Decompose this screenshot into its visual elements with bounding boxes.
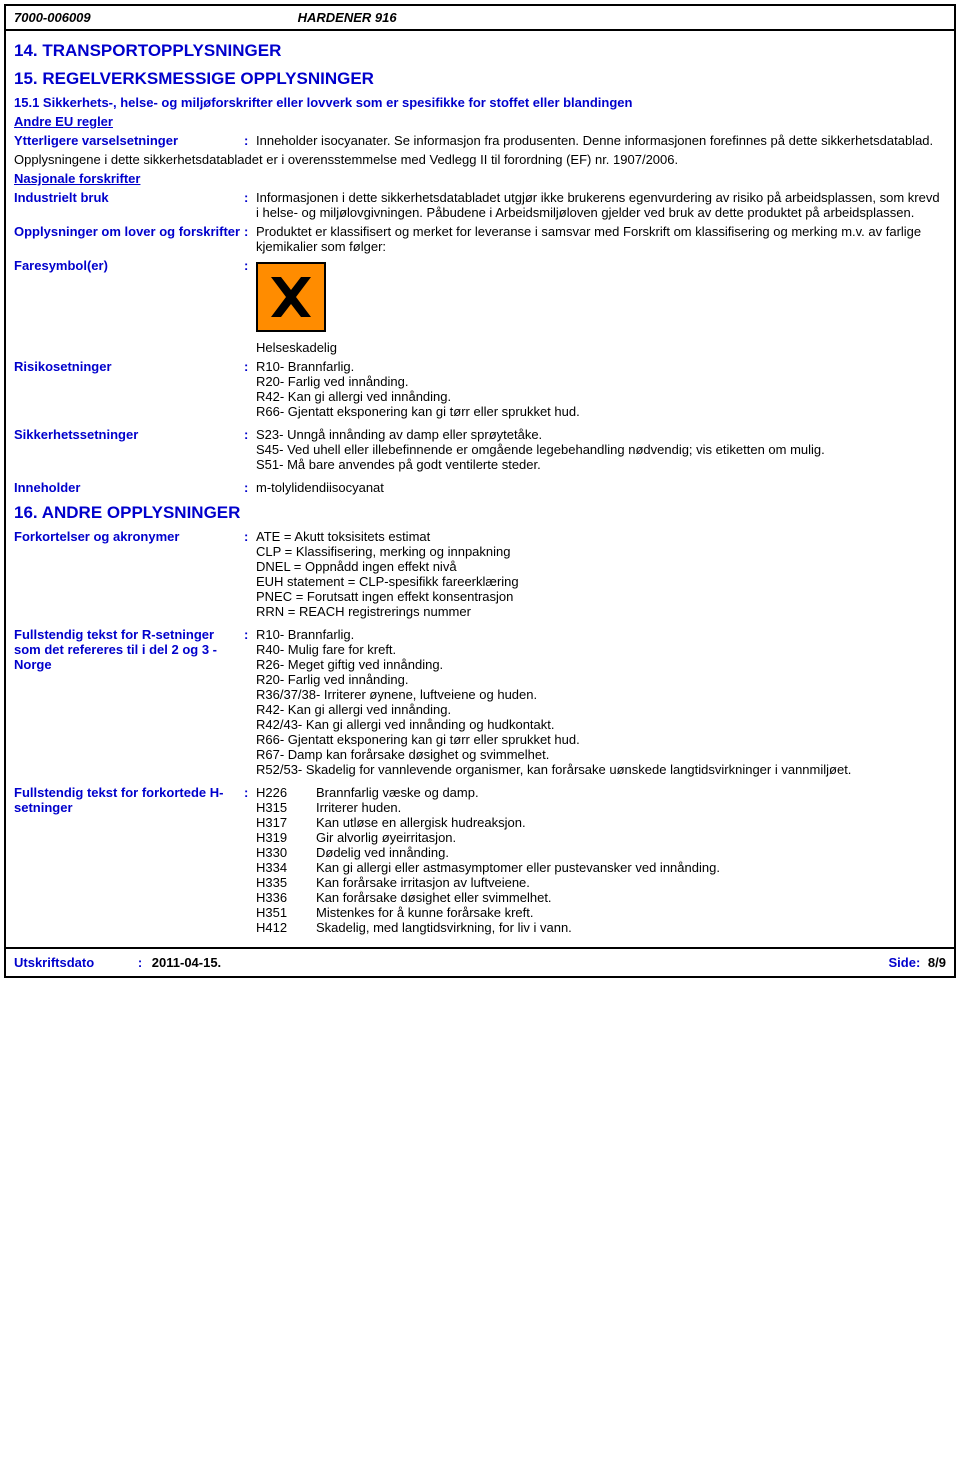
section-15-title: 15. REGELVERKSMESSIGE OPPLYSNINGER [14,69,946,89]
h-statement-row: H330Dødelig ved innånding. [256,845,720,860]
faresymbol-row: Faresymbol(er) : [14,258,946,336]
opplysningene-text: Opplysningene i dette sikkerhetsdatablad… [14,152,946,167]
helseskadelig-row: Helseskadelig [14,340,946,355]
forkortelser-row: Forkortelser og akronymer : ATE = Akutt … [14,529,946,619]
risiko-value: R10- Brannfarlig. R20- Farlig ved innånd… [256,359,946,419]
ytterligere-label: Ytterligere varselsetninger [14,133,244,148]
side-label: Side: [889,955,921,970]
h-statement-row: H319Gir alvorlig øyeirritasjon. [256,830,720,845]
footer-left: Utskriftsdato : 2011-04-15. [14,955,221,970]
h-code: H226 [256,785,316,800]
h-text: Mistenkes for å kunne forårsake kreft. [316,905,720,920]
colon: : [138,955,142,970]
header-bar: 7000-006009 HARDENER 916 [6,6,954,31]
fullstendig-r-row: Fullstendig tekst for R-setninger som de… [14,627,946,777]
ytterligere-row: Ytterligere varselsetninger : Inneholder… [14,133,946,148]
colon: : [244,627,256,642]
h-code: H412 [256,920,316,935]
h-code: H319 [256,830,316,845]
sikkerhet-label: Sikkerhetssetninger [14,427,244,442]
h-text: Skadelig, med langtidsvirkning, for liv … [316,920,720,935]
colon: : [244,224,256,239]
side-value: 8/9 [928,955,946,970]
h-text: Irriterer huden. [316,800,720,815]
fullstendig-r-label: Fullstendig tekst for R-setninger som de… [14,627,244,672]
footer-right: Side: 8/9 [889,955,947,970]
h-statement-row: H336Kan forårsake døsighet eller svimmel… [256,890,720,905]
h-code: H336 [256,890,316,905]
h-code: H317 [256,815,316,830]
ytterligere-value: Inneholder isocyanater. Se informasjon f… [256,133,946,148]
h-code: H334 [256,860,316,875]
forkortelser-label: Forkortelser og akronymer [14,529,244,544]
h-text: Dødelig ved innånding. [316,845,720,860]
h-statement-row: H317Kan utløse en allergisk hudreaksjon. [256,815,720,830]
header-code: 7000-006009 [14,10,294,25]
h-text: Kan gi allergi eller astmasymptomer elle… [316,860,720,875]
footer-bar: Utskriftsdato : 2011-04-15. Side: 8/9 [6,947,954,976]
header-product: HARDENER 916 [298,10,397,25]
page-container: 7000-006009 HARDENER 916 14. TRANSPORTOP… [4,4,956,978]
hazard-x-icon [266,272,316,322]
h-text: Kan forårsake døsighet eller svimmelhet. [316,890,720,905]
colon: : [244,359,256,374]
fullstendig-h-value: H226Brannfarlig væske og damp.H315Irrite… [256,785,946,935]
h-code: H315 [256,800,316,815]
h-code: H330 [256,845,316,860]
sikkerhet-row: Sikkerhetssetninger : S23- Unngå innåndi… [14,427,946,472]
h-statement-row: H412Skadelig, med langtidsvirkning, for … [256,920,720,935]
inneholder-value: m-tolylidendiisocyanat [256,480,946,495]
colon: : [244,480,256,495]
industrielt-label: Industrielt bruk [14,190,244,205]
faresymbol-value [256,258,946,336]
h-code: H335 [256,875,316,890]
opplysninger-value: Produktet er klassifisert og merket for … [256,224,946,254]
h-statement-row: H315Irriterer huden. [256,800,720,815]
industrielt-row: Industrielt bruk : Informasjonen i dette… [14,190,946,220]
h-code: H351 [256,905,316,920]
h-text: Kan forårsake irritasjon av luftveiene. [316,875,720,890]
colon: : [244,258,256,273]
risiko-row: Risikosetninger : R10- Brannfarlig. R20-… [14,359,946,419]
h-text: Kan utløse en allergisk hudreaksjon. [316,815,720,830]
colon: : [244,427,256,442]
section-16-title: 16. ANDRE OPPLYSNINGER [14,503,946,523]
content-area: 14. TRANSPORTOPPLYSNINGER 15. REGELVERKS… [6,31,954,947]
h-text: Brannfarlig væske og damp. [316,785,720,800]
fullstendig-r-value: R10- Brannfarlig. R40- Mulig fare for kr… [256,627,946,777]
section-14-title: 14. TRANSPORTOPPLYSNINGER [14,41,946,61]
hazard-harmful-icon [256,262,326,332]
helseskadelig-text: Helseskadelig [256,340,946,355]
h-statements-table: H226Brannfarlig væske og damp.H315Irrite… [256,785,720,935]
forkortelser-value: ATE = Akutt toksisitets estimat CLP = Kl… [256,529,946,619]
colon: : [244,529,256,544]
faresymbol-label: Faresymbol(er) [14,258,244,273]
opplysninger-label: Opplysninger om lover og forskrifter [14,224,244,239]
h-statement-row: H226Brannfarlig væske og damp. [256,785,720,800]
utskrift-value: 2011-04-15. [152,955,221,970]
colon: : [244,190,256,205]
andre-eu-regler: Andre EU regler [14,114,946,129]
h-text: Gir alvorlig øyeirritasjon. [316,830,720,845]
utskrift-label: Utskriftsdato [14,955,94,970]
nasjonale-forskrifter: Nasjonale forskrifter [14,171,946,186]
section-15-subtitle: 15.1 Sikkerhets-, helse- og miljøforskri… [14,95,946,110]
colon: : [244,133,256,148]
risiko-label: Risikosetninger [14,359,244,374]
h-statement-row: H351Mistenkes for å kunne forårsake kref… [256,905,720,920]
inneholder-row: Inneholder : m-tolylidendiisocyanat [14,480,946,495]
industrielt-value: Informasjonen i dette sikkerhetsdatablad… [256,190,946,220]
sikkerhet-value: S23- Unngå innånding av damp eller sprøy… [256,427,946,472]
fullstendig-h-row: Fullstendig tekst for forkortede H-setni… [14,785,946,935]
colon: : [244,785,256,800]
fullstendig-h-label: Fullstendig tekst for forkortede H-setni… [14,785,244,815]
opplysninger-row: Opplysninger om lover og forskrifter : P… [14,224,946,254]
inneholder-label: Inneholder [14,480,244,495]
h-statement-row: H334Kan gi allergi eller astmasymptomer … [256,860,720,875]
h-statement-row: H335Kan forårsake irritasjon av luftveie… [256,875,720,890]
